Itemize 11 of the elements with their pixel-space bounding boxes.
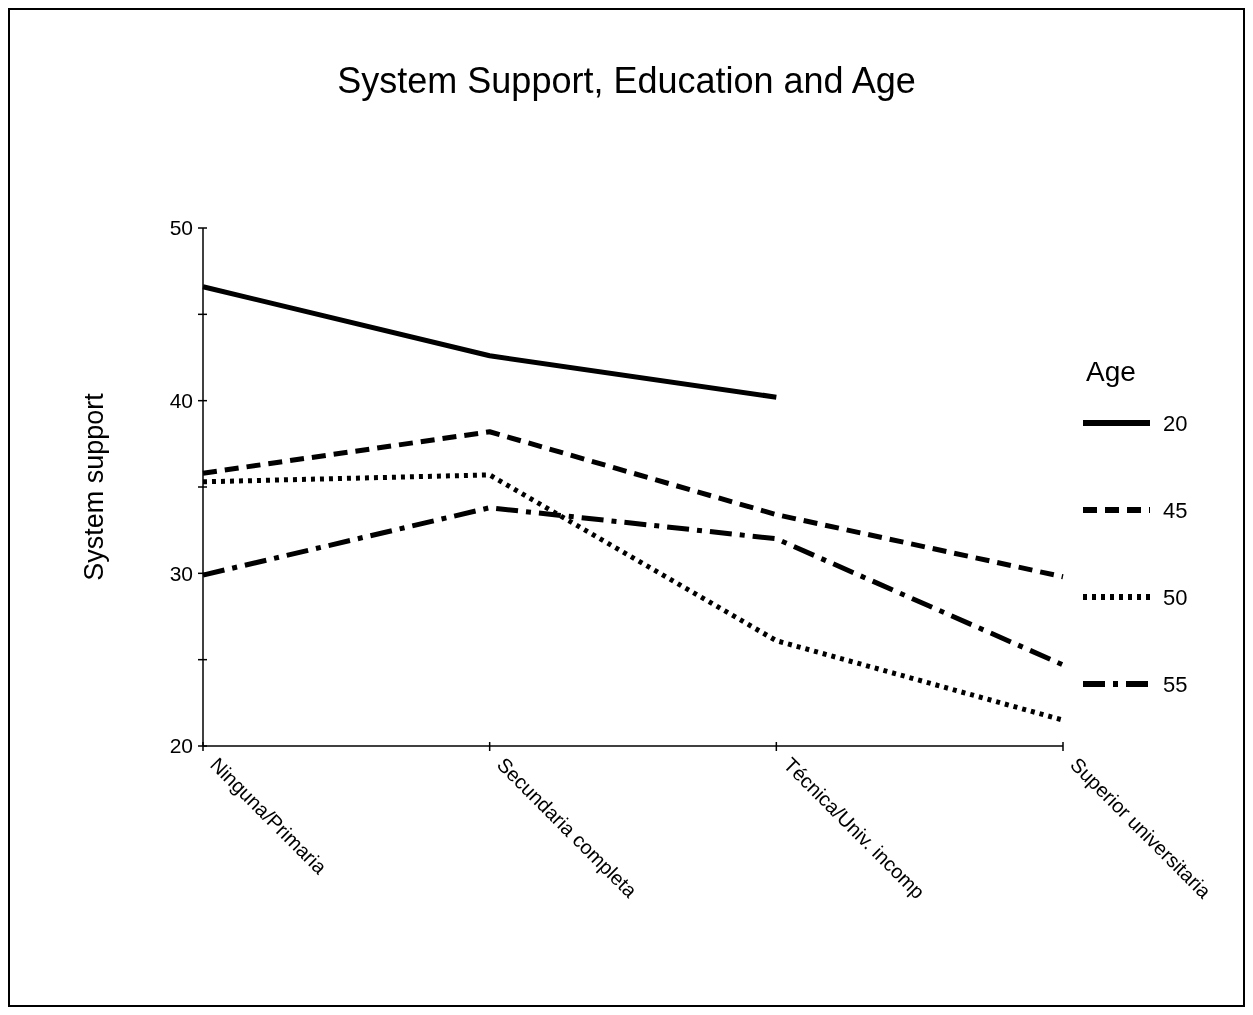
y-tick-label: 20 xyxy=(169,734,193,758)
legend-label: 55 xyxy=(1163,671,1188,697)
legend-label: 50 xyxy=(1163,584,1188,610)
y-tick-label: 40 xyxy=(169,389,193,413)
legend-label: 45 xyxy=(1163,497,1188,523)
y-tick-label: 30 xyxy=(169,561,193,585)
legend-label: 20 xyxy=(1163,410,1188,436)
y-axis-title: System support xyxy=(79,392,109,581)
chart-title: System Support, Education and Age xyxy=(337,60,916,101)
y-tick-label: 50 xyxy=(169,216,193,240)
legend-title: Age xyxy=(1086,356,1136,387)
